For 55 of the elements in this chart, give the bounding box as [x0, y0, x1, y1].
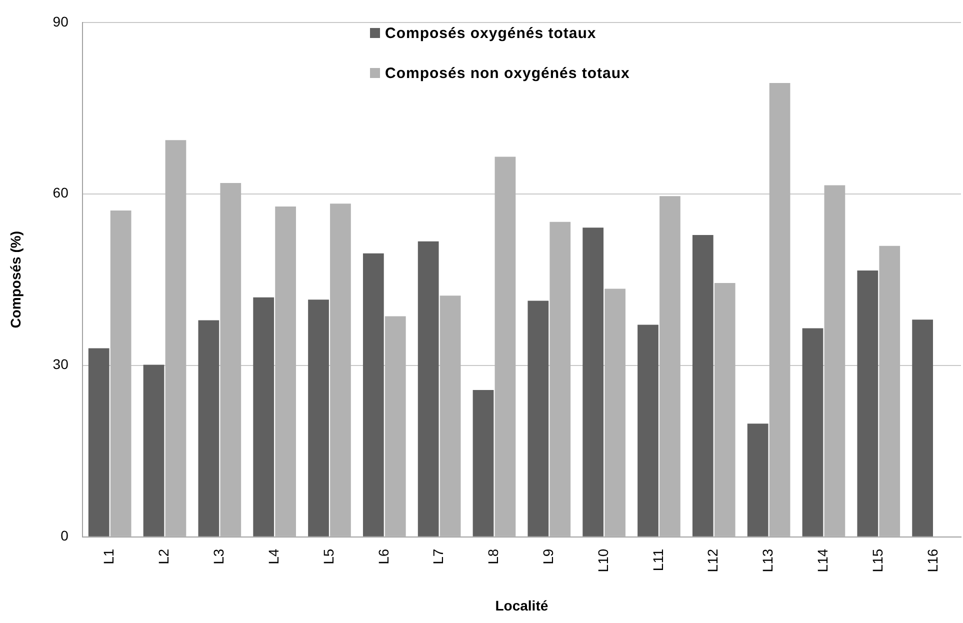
x-tick-label: L15 [869, 548, 886, 572]
y-tick-label: 0 [60, 528, 69, 544]
x-tick-label: L1 [100, 548, 117, 564]
bar [110, 210, 132, 536]
bar [912, 320, 933, 536]
bar [275, 206, 296, 536]
x-tick-label: L12 [704, 548, 721, 572]
x-tick-label: L10 [594, 548, 611, 572]
bar [494, 156, 516, 536]
bar [582, 228, 604, 536]
bar [528, 300, 549, 536]
x-tick-label: L5 [320, 548, 336, 564]
bar [747, 424, 768, 536]
y-tick-label: 60 [52, 184, 69, 201]
bar [604, 288, 626, 536]
bar [824, 185, 846, 536]
bar [253, 297, 274, 536]
bar [692, 235, 714, 536]
y-tick-label: 90 [52, 13, 69, 30]
bar [472, 390, 494, 536]
bar [660, 196, 680, 536]
x-tick-label: L8 [485, 548, 502, 564]
bar [440, 296, 461, 536]
bar [220, 183, 242, 536]
bar [638, 324, 658, 536]
bar [384, 316, 406, 536]
x-tick-label: L6 [375, 548, 392, 564]
bar [550, 222, 571, 536]
x-axis-title: Localité [495, 597, 548, 614]
y-tick-label: 30 [52, 356, 69, 372]
legend-label: Composés non oxygénés totaux [385, 64, 630, 82]
bar [308, 300, 329, 536]
x-tick-label: L2 [156, 548, 172, 564]
x-tick-label: L3 [210, 548, 227, 564]
x-tick-label: L13 [760, 548, 776, 572]
bar [418, 241, 439, 536]
x-tick-label: L4 [265, 548, 282, 564]
y-axis-title: Composés (%) [7, 231, 24, 328]
x-tick-label: L16 [924, 548, 940, 572]
bar [362, 253, 384, 536]
legend-label: Composés oxygénés totaux [385, 24, 596, 42]
bar [198, 320, 220, 536]
x-tick-label: L14 [814, 548, 831, 572]
bar [769, 82, 790, 536]
x-tick-label: L9 [540, 548, 556, 564]
bar [330, 204, 351, 536]
x-tick-label: L7 [430, 548, 446, 564]
bar [857, 270, 878, 536]
bar [88, 348, 110, 536]
bar [165, 140, 186, 536]
bar [714, 283, 736, 536]
bar [802, 328, 824, 536]
x-tick-label: L11 [650, 548, 666, 572]
bar [879, 246, 900, 536]
bar [143, 364, 164, 536]
